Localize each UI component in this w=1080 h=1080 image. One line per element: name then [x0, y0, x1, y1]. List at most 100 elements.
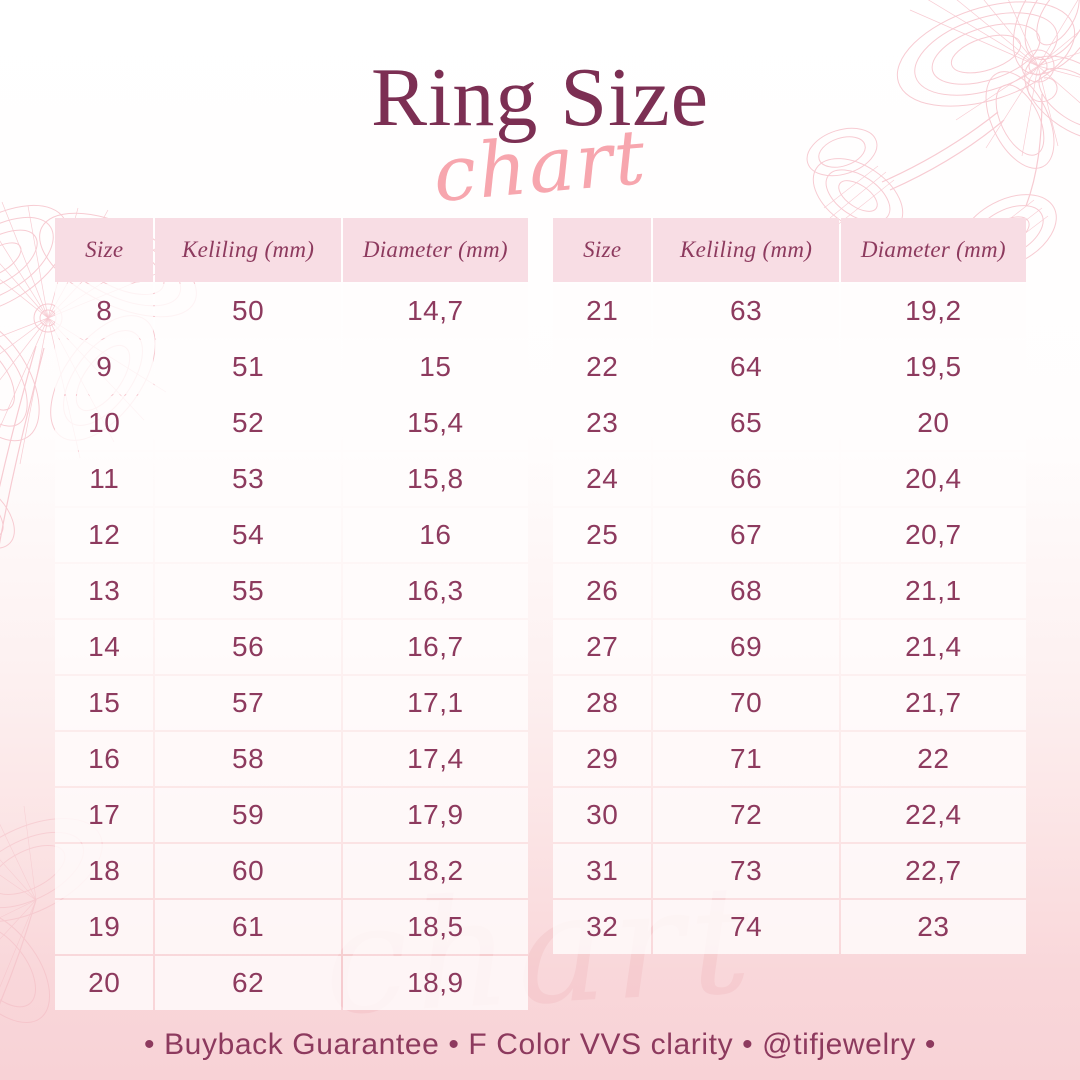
cell-diameter: 17,4: [342, 732, 528, 786]
cell-keliling: 59: [155, 788, 341, 842]
cell-keliling: 70: [653, 676, 839, 730]
cell-size: 20: [55, 956, 154, 1010]
size-table: Size Keliling (mm) Diameter (mm) 8 50 14,7…: [53, 216, 530, 1012]
cell-size: 9: [55, 340, 154, 394]
table-row: 26 68 21,1: [553, 564, 1026, 618]
column-header-keliling: Keliling (mm): [653, 218, 839, 282]
cell-size: 29: [553, 732, 652, 786]
table-body: 21 63 19,2 22 64 19,5 23 65 20 24 66 20,4 25 67 20,7 26…: [553, 284, 1026, 954]
cell-keliling: 71: [653, 732, 839, 786]
cell-diameter: 18,5: [342, 900, 528, 954]
table-row: 20 62 18,9: [55, 956, 528, 1010]
cell-keliling: 69: [653, 620, 839, 674]
cell-size: 14: [55, 620, 154, 674]
page-title: Ring Size chart: [0, 51, 1080, 220]
cell-size: 21: [553, 284, 652, 338]
cell-diameter: 17,9: [342, 788, 528, 842]
cell-size: 13: [55, 564, 154, 618]
cell-diameter: 17,1: [342, 676, 528, 730]
cell-size: 31: [553, 844, 652, 898]
cell-keliling: 73: [653, 844, 839, 898]
title-script-text: chart: [429, 111, 651, 220]
column-header-size: Size: [55, 218, 154, 282]
cell-size: 19: [55, 900, 154, 954]
cell-keliling: 72: [653, 788, 839, 842]
cell-diameter: 19,5: [840, 340, 1026, 394]
table-row: 13 55 16,3: [55, 564, 528, 618]
cell-keliling: 60: [155, 844, 341, 898]
cell-size: 11: [55, 452, 154, 506]
cell-size: 24: [553, 452, 652, 506]
table-body: 8 50 14,7 9 51 15 10 52 15,4 11 53 15,8 12 54 16 13 55 16…: [55, 284, 528, 1010]
cell-keliling: 52: [155, 396, 341, 450]
cell-keliling: 63: [653, 284, 839, 338]
cell-keliling: 53: [155, 452, 341, 506]
table-row: 30 72 22,4: [553, 788, 1026, 842]
cell-diameter: 14,7: [342, 284, 528, 338]
table-row: 9 51 15: [55, 340, 528, 394]
cell-diameter: 16,3: [342, 564, 528, 618]
cell-diameter: 20,7: [840, 508, 1026, 562]
cell-keliling: 56: [155, 620, 341, 674]
cell-diameter: 23: [840, 900, 1026, 954]
cell-keliling: 62: [155, 956, 341, 1010]
table-row: 10 52 15,4: [55, 396, 528, 450]
table-row: 14 56 16,7: [55, 620, 528, 674]
cell-diameter: 19,2: [840, 284, 1026, 338]
column-header-diameter: Diameter (mm): [342, 218, 528, 282]
table-row: 27 69 21,4: [553, 620, 1026, 674]
cell-size: 16: [55, 732, 154, 786]
title-main-text: Ring Size: [371, 51, 709, 144]
table-row: 17 59 17,9: [55, 788, 528, 842]
cell-diameter: 20,4: [840, 452, 1026, 506]
cell-diameter: 22,4: [840, 788, 1026, 842]
table-row: 19 61 18,5: [55, 900, 528, 954]
cell-keliling: 64: [653, 340, 839, 394]
table-row: 31 73 22,7: [553, 844, 1026, 898]
cell-keliling: 50: [155, 284, 341, 338]
cell-keliling: 68: [653, 564, 839, 618]
cell-diameter: 16: [342, 508, 528, 562]
size-table: Size Keliling (mm) Diameter (mm) 21 63 19,…: [551, 216, 1028, 956]
cell-size: 17: [55, 788, 154, 842]
cell-size: 28: [553, 676, 652, 730]
column-header-diameter: Diameter (mm): [840, 218, 1026, 282]
table-row: 18 60 18,2: [55, 844, 528, 898]
cell-size: 15: [55, 676, 154, 730]
cell-keliling: 55: [155, 564, 341, 618]
column-header-keliling: Keliling (mm): [155, 218, 341, 282]
table-row: 15 57 17,1: [55, 676, 528, 730]
cell-size: 32: [553, 900, 652, 954]
cell-size: 22: [553, 340, 652, 394]
cell-keliling: 58: [155, 732, 341, 786]
cell-diameter: 21,4: [840, 620, 1026, 674]
cell-size: 27: [553, 620, 652, 674]
table-header-row: Size Keliling (mm) Diameter (mm): [55, 218, 528, 282]
table-row: 21 63 19,2: [553, 284, 1026, 338]
cell-diameter: 20: [840, 396, 1026, 450]
table-row: 16 58 17,4: [55, 732, 528, 786]
table-row: 22 64 19,5: [553, 340, 1026, 394]
cell-size: 12: [55, 508, 154, 562]
cell-keliling: 51: [155, 340, 341, 394]
table-row: 28 70 21,7: [553, 676, 1026, 730]
table-row: 23 65 20: [553, 396, 1026, 450]
cell-diameter: 16,7: [342, 620, 528, 674]
cell-size: 26: [553, 564, 652, 618]
cell-diameter: 15: [342, 340, 528, 394]
cell-diameter: 15,8: [342, 452, 528, 506]
cell-keliling: 66: [653, 452, 839, 506]
cell-diameter: 21,7: [840, 676, 1026, 730]
cell-size: 30: [553, 788, 652, 842]
table-row: 24 66 20,4: [553, 452, 1026, 506]
table-row: 12 54 16: [55, 508, 528, 562]
cell-size: 18: [55, 844, 154, 898]
cell-keliling: 57: [155, 676, 341, 730]
table-row: 25 67 20,7: [553, 508, 1026, 562]
cell-keliling: 54: [155, 508, 341, 562]
cell-diameter: 15,4: [342, 396, 528, 450]
cell-size: 8: [55, 284, 154, 338]
table-row: 8 50 14,7: [55, 284, 528, 338]
table-row: 29 71 22: [553, 732, 1026, 786]
table-header-row: Size Keliling (mm) Diameter (mm): [553, 218, 1026, 282]
